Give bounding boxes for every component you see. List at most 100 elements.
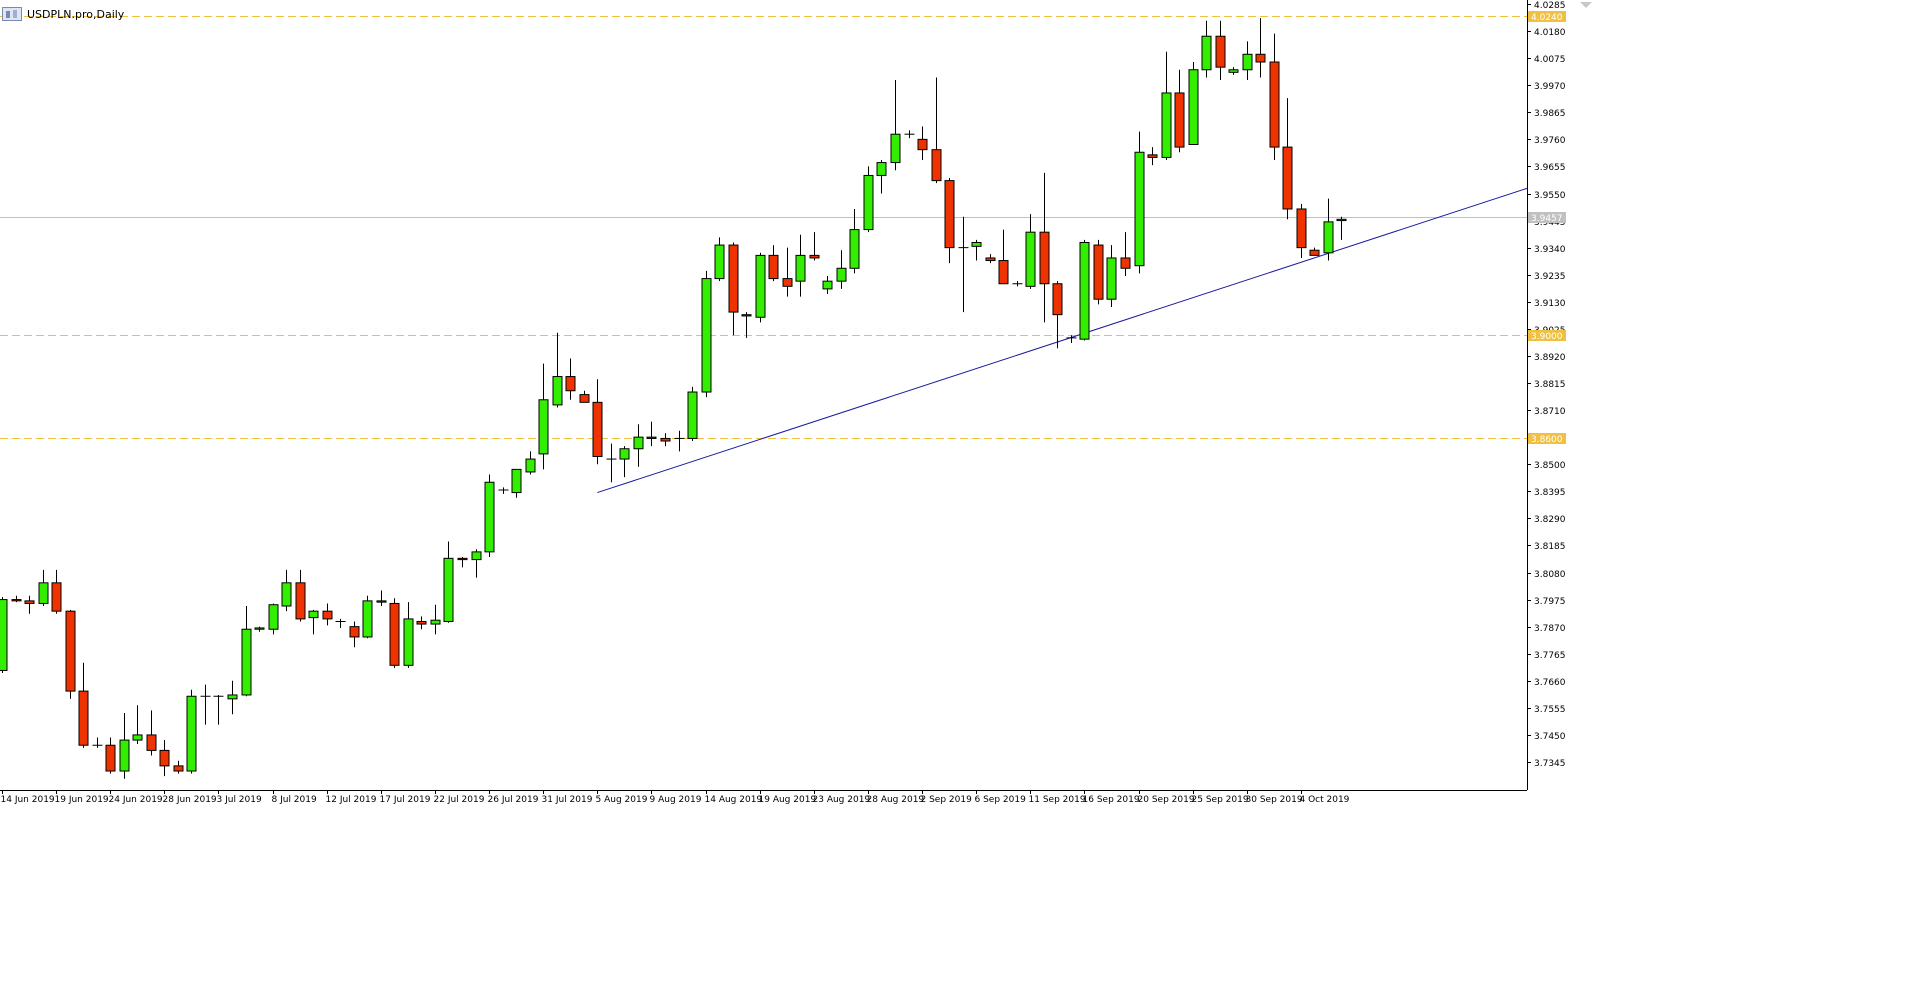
candle-bull: [443, 557, 454, 622]
candle-bear: [1309, 249, 1320, 256]
candle-bear: [295, 582, 306, 620]
x-tick-label: 5 Aug 2019: [596, 795, 648, 805]
candle-bear: [11, 599, 22, 602]
y-tick-label: 3.8290: [1534, 515, 1566, 525]
candle-bear: [349, 626, 360, 638]
candle-bear: [1052, 283, 1063, 316]
candle-bull: [1201, 35, 1212, 71]
y-tick-label: 3.8920: [1534, 353, 1566, 363]
y-tick-label: 3.7765: [1534, 651, 1566, 661]
candle-bull: [268, 604, 279, 630]
candle-bull: [511, 468, 522, 494]
candle-bull: [525, 458, 536, 473]
candle-bear: [78, 690, 89, 746]
candle-bear: [1120, 257, 1131, 269]
candles-group: [0, 18, 1347, 779]
y-tick-label: 3.8500: [1534, 461, 1566, 471]
candle-bull: [701, 278, 712, 393]
candle-bear: [646, 436, 657, 439]
y-tick-label: 3.8185: [1534, 542, 1566, 552]
candle-bull: [403, 618, 414, 666]
y-tick-label: 3.9970: [1534, 82, 1566, 92]
candle-bear: [1215, 35, 1226, 68]
x-tick-label: 6 Sep 2019: [975, 795, 1027, 805]
x-tick-label: 12 Jul 2019: [326, 795, 377, 805]
candle-bull: [863, 174, 874, 231]
x-tick-label: 30 Sep 2019: [1246, 795, 1303, 805]
chart-shift-marker-icon[interactable]: [1580, 2, 1592, 8]
x-tick-label: 31 Jul 2019: [542, 795, 593, 805]
trendline: [597, 187, 1528, 494]
y-tick-label: 3.7345: [1534, 759, 1566, 769]
candle-bear: [1147, 154, 1158, 158]
candle-bull: [619, 448, 630, 460]
level-price-label: 4.0240: [1531, 13, 1563, 23]
x-tick-label: 3 Jul 2019: [217, 795, 262, 805]
level-price-tag: [1528, 330, 1566, 341]
candle-bear: [146, 734, 157, 751]
candle-bull: [1336, 218, 1347, 222]
candle-bear: [389, 602, 400, 666]
x-tick-label: 8 Jul 2019: [272, 795, 317, 805]
candle-bull: [971, 241, 982, 247]
level-price-label: 3.8600: [1531, 435, 1563, 445]
y-tick-label: 3.7870: [1534, 624, 1566, 634]
candle-bull: [876, 162, 887, 176]
candle-bear: [159, 749, 170, 767]
candle-bull: [1106, 257, 1117, 300]
candle-bull: [1079, 241, 1090, 340]
y-tick-label: 3.9550: [1534, 191, 1566, 201]
x-tick-label: 26 Jul 2019: [488, 795, 539, 805]
candle-bear: [24, 600, 35, 604]
candle-bear: [660, 437, 671, 442]
candle-bear: [931, 149, 942, 182]
chart-title: USDPLN.pro,Daily: [27, 7, 125, 21]
candle-bear: [51, 582, 62, 612]
x-tick-label: 28 Jun 2019: [163, 795, 217, 805]
y-tick-label: 3.9235: [1534, 272, 1566, 282]
x-tick-label: 23 Aug 2019: [813, 795, 871, 805]
candle-bear: [592, 401, 603, 457]
candle-bear: [1093, 244, 1104, 300]
x-tick-label: 20 Sep 2019: [1138, 795, 1195, 805]
candle-bull: [1228, 69, 1239, 73]
candle-bull: [484, 481, 495, 553]
candle-bull: [119, 739, 130, 772]
candle-bull: [822, 280, 833, 290]
candle-bear: [809, 254, 820, 259]
x-tick-label: 19 Jun 2019: [55, 795, 109, 805]
level-price-label: 3.9000: [1531, 332, 1563, 342]
candle-bear: [998, 260, 1009, 285]
candle-bear: [1039, 231, 1050, 285]
y-tick-label: 3.9340: [1534, 245, 1566, 255]
candle-bear: [376, 600, 387, 603]
y-tick-label: 3.8710: [1534, 407, 1566, 417]
y-tick-label: 3.9760: [1534, 136, 1566, 146]
candle-bear: [173, 765, 184, 772]
candle-bull: [38, 582, 49, 604]
candle-bear: [741, 314, 752, 317]
candle-bull: [1161, 92, 1172, 158]
y-tick-label: 3.8395: [1534, 488, 1566, 498]
x-tick-label: 25 Sep 2019: [1192, 795, 1249, 805]
candle-bear: [457, 557, 468, 561]
candle-bear: [565, 376, 576, 392]
candle-bull: [714, 244, 725, 280]
candle-bull: [836, 267, 847, 282]
y-tick-label: 4.0075: [1534, 55, 1566, 65]
level-price-tag: [1528, 433, 1566, 444]
y-tick-label: 3.9865: [1534, 109, 1566, 119]
candle-bull: [362, 600, 373, 638]
x-tick-label: 17 Jul 2019: [380, 795, 431, 805]
candle-bear: [1174, 92, 1185, 148]
candle-bull: [890, 133, 901, 164]
candle-bear: [917, 138, 928, 151]
candle-bull: [132, 734, 143, 741]
candle-bear: [65, 610, 76, 692]
y-tick-label: 3.7975: [1534, 597, 1566, 607]
candle-bull: [254, 627, 265, 630]
candle-bear: [579, 394, 590, 403]
